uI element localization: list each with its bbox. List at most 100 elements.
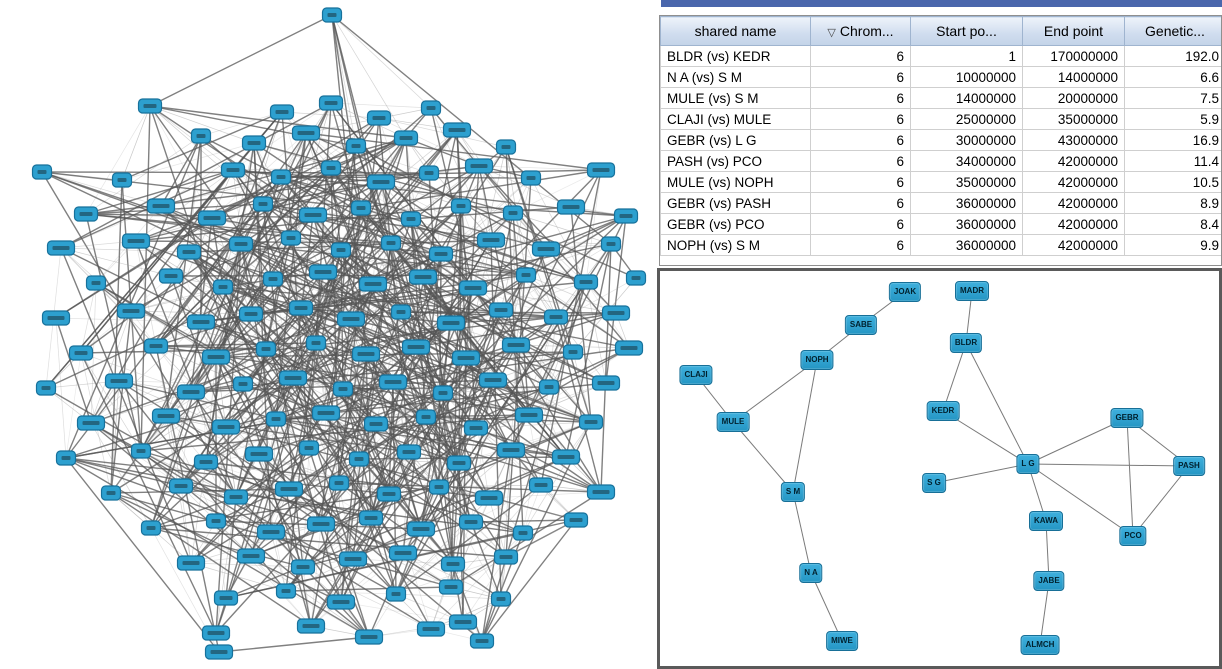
network-node[interactable] xyxy=(232,376,254,392)
network-node[interactable] xyxy=(244,446,274,462)
network-edge[interactable] xyxy=(338,482,502,600)
network-edge[interactable] xyxy=(548,281,587,388)
network-edge[interactable] xyxy=(60,205,162,249)
network-edge[interactable] xyxy=(338,482,342,603)
network-node[interactable] xyxy=(213,590,239,606)
network-node[interactable] xyxy=(440,556,466,572)
network-edge[interactable] xyxy=(490,239,587,283)
network-node[interactable] xyxy=(336,311,366,327)
network-edge[interactable] xyxy=(90,321,202,424)
column-header-2[interactable]: Start po... xyxy=(910,16,1023,46)
network-edge[interactable] xyxy=(190,562,304,568)
network-edge[interactable] xyxy=(160,205,202,323)
network-edge[interactable] xyxy=(85,105,151,215)
network-node[interactable] xyxy=(495,139,517,155)
network-edge[interactable] xyxy=(325,412,340,484)
network-edge[interactable] xyxy=(150,496,237,529)
network-edge[interactable] xyxy=(85,169,234,215)
network-edge[interactable] xyxy=(458,421,592,464)
column-header-0[interactable]: shared name xyxy=(660,16,811,46)
network-edge[interactable] xyxy=(1027,463,1134,537)
network-edge[interactable] xyxy=(395,528,422,595)
network-edge[interactable] xyxy=(80,352,217,634)
network-edge[interactable] xyxy=(380,181,492,241)
network-edge[interactable] xyxy=(155,345,267,350)
network-edge[interactable] xyxy=(358,458,460,464)
network-node[interactable] xyxy=(488,302,514,318)
network-node[interactable] xyxy=(451,350,481,366)
network-node[interactable] xyxy=(415,409,437,425)
network-edge[interactable] xyxy=(90,342,317,424)
network-edge[interactable] xyxy=(510,316,557,451)
network-node[interactable] xyxy=(35,380,57,396)
network-edge[interactable] xyxy=(55,317,92,424)
table-row[interactable]: MULE (vs) S M 6 14000000 20000000 7.5 xyxy=(660,87,1221,109)
network-edge[interactable] xyxy=(440,253,557,318)
network-node[interactable] xyxy=(586,162,616,178)
network-edge[interactable] xyxy=(358,458,372,519)
network-edge[interactable] xyxy=(188,251,367,355)
network-node[interactable] xyxy=(531,241,561,257)
network-edge[interactable] xyxy=(130,310,267,350)
network-edge[interactable] xyxy=(140,450,237,498)
network-edge[interactable] xyxy=(258,453,304,568)
network-edge[interactable] xyxy=(292,271,324,379)
network-edge[interactable] xyxy=(211,132,307,219)
network-edge[interactable] xyxy=(300,207,362,309)
network-node[interactable] xyxy=(176,384,206,400)
network-edge[interactable] xyxy=(505,177,532,558)
network-node[interactable] xyxy=(490,591,512,607)
network-edge[interactable] xyxy=(90,422,272,533)
network-edge[interactable] xyxy=(522,421,592,534)
network-edge[interactable] xyxy=(250,313,344,390)
network-node[interactable] xyxy=(458,280,488,296)
network-node[interactable] xyxy=(176,555,206,571)
network-edge[interactable] xyxy=(410,206,572,220)
network-edge[interactable] xyxy=(65,352,82,459)
network-edge[interactable] xyxy=(41,171,242,245)
network-edge[interactable] xyxy=(302,447,310,568)
network-edge[interactable] xyxy=(470,379,494,523)
network-node[interactable] xyxy=(401,339,431,355)
network-edge[interactable] xyxy=(378,117,480,167)
network-edge[interactable] xyxy=(250,313,277,420)
network-edge[interactable] xyxy=(450,484,542,588)
network-edge[interactable] xyxy=(395,521,472,595)
network-edge[interactable] xyxy=(310,523,322,627)
network-edge[interactable] xyxy=(488,491,602,499)
network-edge[interactable] xyxy=(218,636,370,653)
network-node[interactable] xyxy=(46,240,76,256)
network-edge[interactable] xyxy=(732,359,818,423)
network-edge[interactable] xyxy=(312,205,462,216)
network-node[interactable] xyxy=(514,407,544,423)
network-node[interactable] xyxy=(515,267,537,283)
network-node[interactable] xyxy=(291,125,321,141)
column-header-4[interactable]: Genetic... xyxy=(1124,16,1221,46)
network-edge[interactable] xyxy=(300,276,424,309)
network-edge[interactable] xyxy=(500,281,587,311)
network-edge[interactable] xyxy=(555,316,602,493)
network-edge[interactable] xyxy=(410,218,427,418)
network-node[interactable] xyxy=(212,279,234,295)
network-node[interactable] xyxy=(228,236,254,252)
network-node[interactable] xyxy=(205,513,227,529)
network-edge[interactable] xyxy=(472,239,492,289)
network-edge[interactable] xyxy=(392,381,477,429)
network-edge[interactable] xyxy=(492,379,592,423)
network-node[interactable] xyxy=(378,374,408,390)
network-node[interactable] xyxy=(220,162,246,178)
network-edge[interactable] xyxy=(280,169,602,178)
table-row[interactable]: GEBR (vs) PASH 6 36000000 42000000 8.9 xyxy=(660,192,1221,214)
network-node[interactable] xyxy=(270,169,292,185)
network-node[interactable] xyxy=(474,490,504,506)
network-node[interactable] xyxy=(573,274,599,290)
network-edge[interactable] xyxy=(322,271,417,348)
network-node[interactable] xyxy=(275,583,297,599)
network-edge[interactable] xyxy=(190,351,574,393)
network-edge[interactable] xyxy=(121,142,255,181)
network-edge[interactable] xyxy=(320,423,377,525)
network-edge[interactable] xyxy=(272,278,402,313)
network-edge[interactable] xyxy=(430,107,492,241)
network-node[interactable] xyxy=(538,379,560,395)
network-node[interactable] xyxy=(501,337,531,353)
